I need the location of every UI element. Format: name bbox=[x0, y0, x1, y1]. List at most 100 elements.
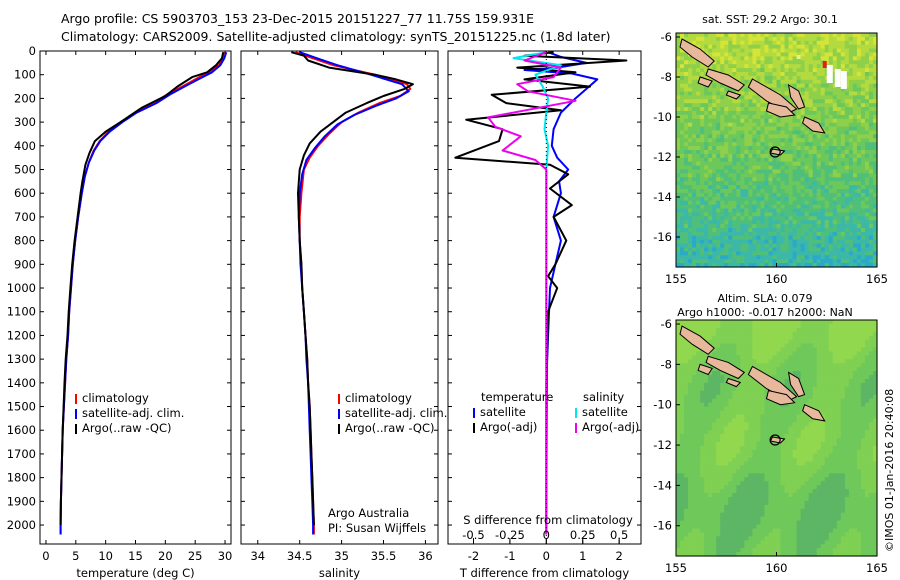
map-cell bbox=[816, 91, 822, 96]
map-cell bbox=[840, 359, 846, 364]
map-cell bbox=[800, 153, 806, 159]
map-cell bbox=[828, 414, 834, 419]
map-cell bbox=[720, 390, 725, 396]
map-cell bbox=[760, 243, 766, 249]
map-cell bbox=[732, 351, 737, 356]
map-cell bbox=[804, 351, 810, 356]
map-cell bbox=[696, 359, 701, 364]
map-cell bbox=[776, 204, 782, 210]
map-cell bbox=[772, 189, 778, 194]
map-cell bbox=[860, 48, 866, 54]
map-cell bbox=[824, 320, 830, 325]
map-cell bbox=[820, 150, 826, 155]
map-cell bbox=[796, 402, 802, 408]
map-cell bbox=[808, 224, 814, 229]
map-cell bbox=[708, 130, 713, 135]
map-cell bbox=[780, 122, 786, 128]
map-cell bbox=[688, 204, 693, 210]
map-cell bbox=[756, 60, 762, 65]
map-cell bbox=[800, 79, 806, 85]
map-cell bbox=[744, 83, 749, 89]
map-cell bbox=[776, 239, 782, 245]
map-cell bbox=[700, 196, 705, 202]
map-cell bbox=[816, 375, 822, 380]
map-cell bbox=[792, 169, 798, 174]
map-cell bbox=[792, 181, 798, 186]
map-cell bbox=[804, 169, 810, 174]
map-cell bbox=[684, 72, 689, 77]
map-cell bbox=[864, 323, 870, 329]
map-cell bbox=[728, 406, 733, 412]
no-data-cell bbox=[840, 71, 847, 89]
map-cell bbox=[728, 134, 733, 139]
map-cell bbox=[844, 216, 850, 221]
map-cell bbox=[756, 142, 762, 147]
map-cell bbox=[708, 107, 713, 112]
map-cell bbox=[860, 83, 866, 89]
map-cell bbox=[828, 95, 834, 100]
map-cell bbox=[756, 418, 762, 423]
map-cell bbox=[772, 83, 778, 89]
map-cell bbox=[732, 247, 737, 252]
map-cell bbox=[848, 394, 854, 400]
map-cell bbox=[696, 351, 701, 356]
map-cell bbox=[824, 95, 830, 100]
map-cell bbox=[696, 422, 701, 427]
map-cell bbox=[872, 259, 878, 264]
map-cell bbox=[812, 449, 818, 455]
map-cell bbox=[812, 434, 818, 439]
map-cell bbox=[716, 434, 721, 439]
map-cell bbox=[744, 351, 749, 356]
map-cell bbox=[852, 134, 858, 139]
map-cell bbox=[788, 169, 794, 174]
map-cell bbox=[792, 52, 798, 57]
map-cell bbox=[788, 40, 794, 46]
map-cell bbox=[720, 181, 725, 186]
map-cell bbox=[816, 235, 822, 241]
map-cell bbox=[704, 142, 709, 147]
map-cell bbox=[700, 68, 705, 73]
map-cell bbox=[800, 359, 806, 364]
map-cell bbox=[716, 320, 721, 325]
map-cell bbox=[724, 259, 729, 264]
map-cell bbox=[776, 426, 782, 431]
map-cell bbox=[696, 196, 701, 202]
map-cell bbox=[800, 130, 806, 135]
map-cell bbox=[784, 434, 790, 439]
map-cell bbox=[708, 111, 713, 116]
map-cell bbox=[748, 44, 753, 50]
map-cell bbox=[744, 259, 749, 264]
map-cell bbox=[808, 75, 814, 81]
map-cell bbox=[792, 75, 798, 81]
map-cell bbox=[836, 259, 842, 264]
map-cell bbox=[864, 192, 870, 198]
map-cell bbox=[736, 204, 741, 210]
map-cell bbox=[780, 79, 786, 85]
map-cell bbox=[868, 379, 874, 384]
map-cell bbox=[796, 351, 802, 356]
map-cell bbox=[744, 343, 749, 349]
map-cell bbox=[696, 426, 701, 431]
map-cell bbox=[820, 146, 826, 151]
map-cell bbox=[832, 181, 838, 186]
map-cell bbox=[680, 192, 685, 198]
map-cell bbox=[720, 212, 725, 217]
map-cell bbox=[836, 375, 842, 380]
map-cell bbox=[824, 434, 830, 439]
map-cell bbox=[860, 327, 866, 333]
map-cell bbox=[840, 367, 846, 372]
map-cell bbox=[700, 390, 705, 396]
map-cell bbox=[864, 64, 870, 69]
map-cell bbox=[748, 142, 753, 147]
map-cell bbox=[792, 122, 798, 128]
map-cell bbox=[832, 134, 838, 139]
map-cell bbox=[804, 347, 810, 353]
map-cell bbox=[744, 114, 749, 120]
map-cell bbox=[720, 339, 725, 345]
map-cell bbox=[836, 247, 842, 252]
map-cell bbox=[816, 335, 822, 341]
map-cell bbox=[868, 189, 874, 194]
map-cell bbox=[832, 243, 838, 249]
map-cell bbox=[680, 394, 685, 400]
map-cell bbox=[836, 363, 842, 368]
